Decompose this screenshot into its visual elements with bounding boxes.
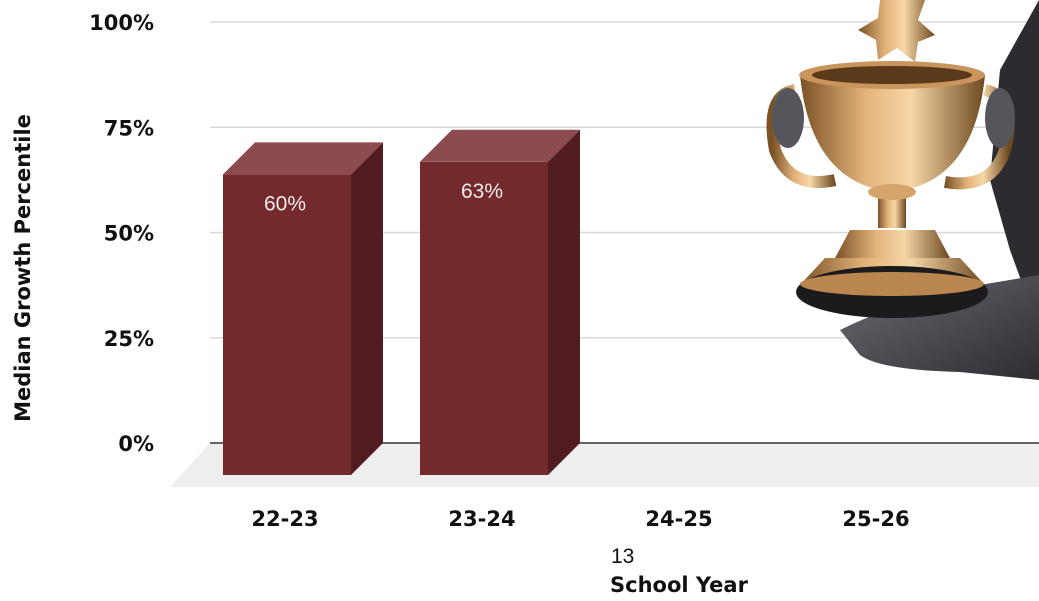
bar-side bbox=[548, 129, 580, 475]
bar bbox=[420, 129, 580, 475]
y-tick-label: 100% bbox=[89, 11, 154, 35]
x-tick-label: 24-25 bbox=[645, 507, 712, 531]
page-number: 13 bbox=[611, 545, 634, 568]
bar-top bbox=[420, 129, 580, 162]
x-tick-label: 22-23 bbox=[251, 507, 318, 531]
y-tick-label: 75% bbox=[104, 116, 154, 140]
bar-top bbox=[223, 142, 383, 175]
bar-side bbox=[351, 142, 383, 475]
bar-value-label: 63% bbox=[461, 180, 503, 203]
bar-front bbox=[223, 174, 351, 475]
bar-front bbox=[420, 161, 548, 475]
y-axis-ticks: 0% 25% 50% 75% 100% bbox=[89, 11, 154, 456]
bar-value-label: 60% bbox=[264, 192, 306, 215]
chart-floor bbox=[170, 443, 1039, 487]
x-tick-label: 23-24 bbox=[448, 507, 515, 531]
x-axis-title: School Year bbox=[610, 573, 749, 597]
y-axis-title: Median Growth Percentile bbox=[11, 114, 35, 422]
trophy-icon bbox=[766, 0, 1039, 380]
bars bbox=[223, 129, 580, 475]
y-tick-label: 0% bbox=[118, 432, 154, 456]
y-tick-label: 50% bbox=[104, 222, 154, 246]
y-tick-label: 25% bbox=[104, 327, 154, 351]
data-labels: 60% 63% bbox=[264, 180, 503, 216]
x-tick-label: 25-26 bbox=[842, 507, 909, 531]
bar bbox=[223, 142, 383, 475]
